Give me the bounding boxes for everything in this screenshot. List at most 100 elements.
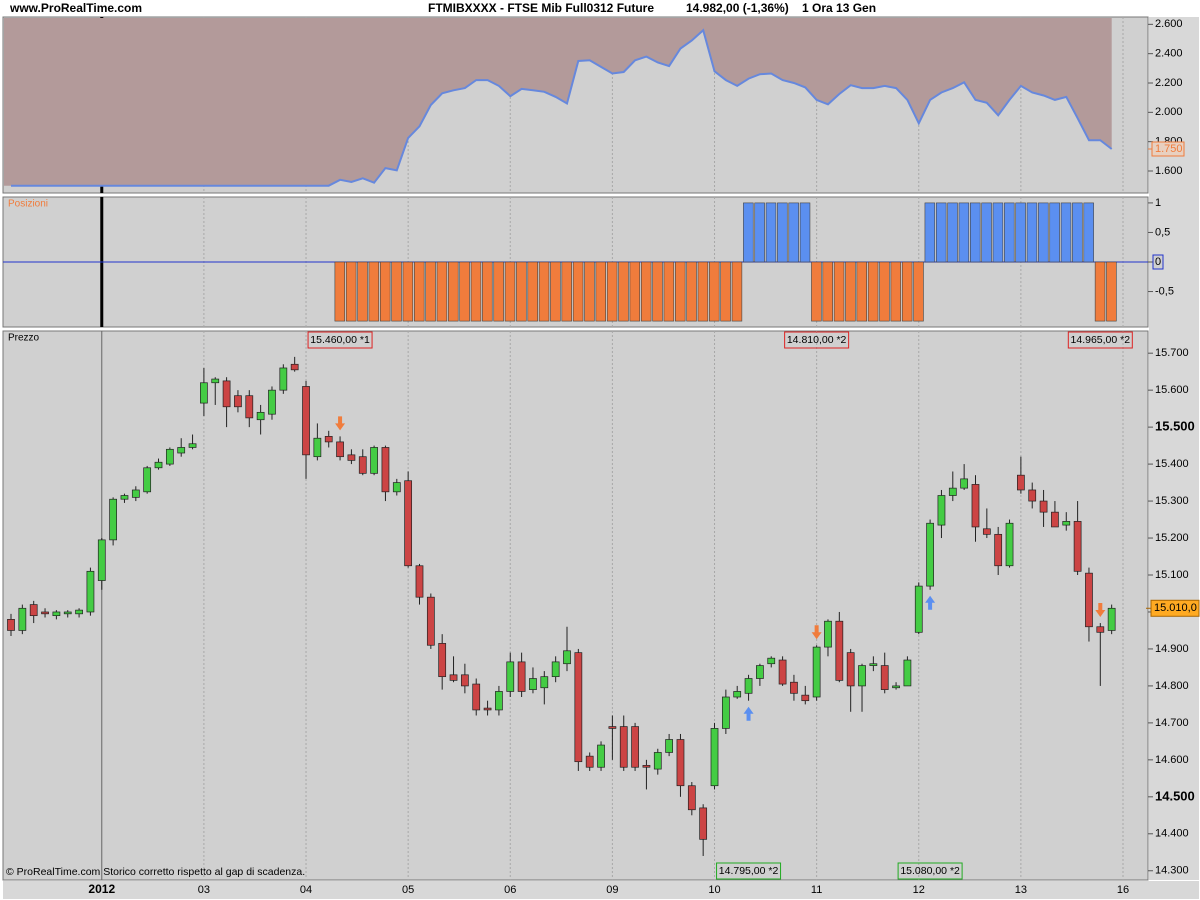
candle-body xyxy=(529,678,537,690)
y-tick-label: 15.400 xyxy=(1155,458,1189,470)
candle-body xyxy=(665,739,673,753)
position-bar xyxy=(958,202,970,263)
candle-body xyxy=(903,659,912,687)
position-bar xyxy=(1072,202,1083,263)
candle-body xyxy=(358,456,367,474)
buy-arrow xyxy=(743,706,754,721)
candle-body xyxy=(404,480,413,567)
y-tick-label: 2.000 xyxy=(1155,106,1183,118)
position-bar xyxy=(867,261,879,322)
y-tick-label: 14.400 xyxy=(1155,828,1189,840)
position-bar xyxy=(856,261,867,322)
candle-body xyxy=(1017,474,1025,491)
y-tick-label: 0,5 xyxy=(1155,226,1170,238)
price-panel xyxy=(2,330,1149,881)
candle-body xyxy=(982,528,991,535)
candle-body xyxy=(495,691,503,711)
candle-body xyxy=(1096,626,1105,633)
position-bar xyxy=(811,261,822,322)
equity-line xyxy=(11,28,1113,187)
candle-body xyxy=(449,674,458,681)
candle-body xyxy=(812,646,821,698)
position-bar xyxy=(970,202,981,263)
candle-body xyxy=(97,539,106,581)
position-bar xyxy=(674,261,686,322)
position-bar xyxy=(1004,202,1015,263)
position-bar xyxy=(924,202,936,263)
candle-body xyxy=(733,691,742,698)
x-tick-label: 10 xyxy=(708,884,720,896)
candle-body xyxy=(608,726,617,729)
trade-label-box xyxy=(1067,331,1133,349)
position-bar xyxy=(436,261,448,322)
candle-body xyxy=(937,495,946,526)
trade-label-box xyxy=(307,331,373,349)
candle-body xyxy=(109,498,117,541)
candle-body xyxy=(574,652,583,763)
y-tick-label: 15.100 xyxy=(1155,569,1189,581)
y-tick-label: 2.600 xyxy=(1155,18,1183,30)
position-bar xyxy=(652,261,663,322)
x-tick-label: 03 xyxy=(198,884,210,896)
candle-body xyxy=(710,728,719,787)
candle-body xyxy=(767,657,776,665)
y-tick-label: 14.500 xyxy=(1155,788,1195,803)
candle-body xyxy=(653,752,662,770)
candle-body xyxy=(41,611,49,615)
trade-label: 14.965,00 *2 xyxy=(1071,334,1131,346)
x-tick-label: 09 xyxy=(606,884,618,896)
panel-title: Posizioni xyxy=(8,199,48,210)
position-bar xyxy=(935,202,947,263)
position-bar xyxy=(731,261,743,322)
position-bar xyxy=(981,202,992,263)
y-tick-label: 14.600 xyxy=(1155,754,1189,766)
position-bar xyxy=(516,261,527,322)
position-bar xyxy=(1015,202,1026,263)
quote: 14.982,00 (-1,36%) xyxy=(686,1,789,15)
site-name: www.ProRealTime.com xyxy=(9,1,142,15)
candle-body xyxy=(835,620,844,681)
candle-body xyxy=(994,533,1003,567)
candle-body xyxy=(506,661,515,692)
candle-body xyxy=(744,678,753,694)
position-bar xyxy=(402,261,414,322)
position-bar xyxy=(561,261,572,322)
position-bar xyxy=(709,261,720,322)
position-bar xyxy=(391,261,402,322)
last-price-label: 15.010,0 xyxy=(1154,602,1197,614)
candle-body xyxy=(370,447,378,474)
candle-body xyxy=(211,378,220,384)
trade-label-box xyxy=(897,862,963,880)
candle-body xyxy=(1107,607,1116,631)
position-bar xyxy=(357,261,368,322)
candle-body xyxy=(200,382,208,404)
candle-body xyxy=(1005,522,1014,567)
position-bar xyxy=(686,261,697,322)
candle-body xyxy=(336,441,344,458)
y-tick-label: 15.200 xyxy=(1155,532,1189,544)
zero-box xyxy=(1152,254,1164,270)
candle-body xyxy=(268,389,276,415)
buy-arrow xyxy=(925,595,936,610)
position-bar xyxy=(482,261,493,322)
candle-body xyxy=(222,380,231,408)
position-bar xyxy=(777,202,788,263)
trade-label: 14.810,00 *2 xyxy=(787,334,847,346)
position-bar xyxy=(720,261,731,322)
candle-body xyxy=(721,696,730,729)
candle-body xyxy=(302,386,310,456)
position-bar xyxy=(618,261,629,322)
y-tick-label: 15.600 xyxy=(1155,384,1189,396)
candle-body xyxy=(971,484,980,528)
candle-body xyxy=(472,683,481,711)
position-bar xyxy=(879,261,890,322)
position-bar xyxy=(901,261,913,322)
candle-body xyxy=(676,739,685,787)
candle-body xyxy=(381,447,390,493)
candle-body xyxy=(1051,511,1059,528)
candle-body xyxy=(438,643,447,678)
position-bar xyxy=(425,261,436,322)
position-bar xyxy=(470,261,482,322)
position-bar xyxy=(504,261,516,322)
candle-body xyxy=(415,565,424,598)
